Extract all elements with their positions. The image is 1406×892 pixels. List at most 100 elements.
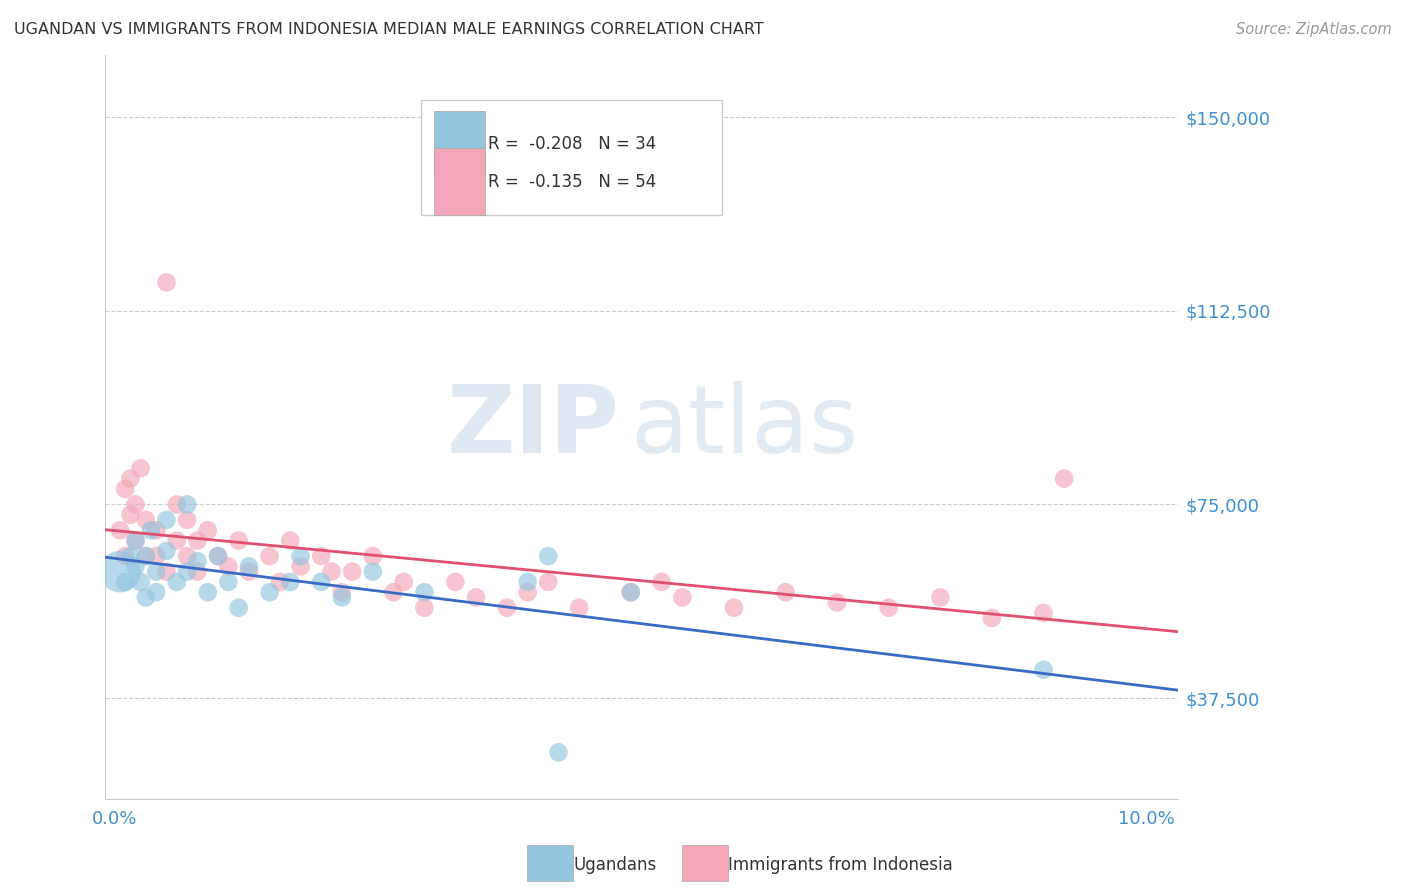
Point [413, 600, 436, 615]
Point [620, 585, 643, 599]
Point [547, 745, 569, 759]
Text: R =  -0.208   N = 34: R = -0.208 N = 34 [488, 136, 655, 153]
Point [129, 461, 152, 475]
Point [145, 565, 167, 579]
Point [330, 585, 353, 599]
Point [120, 508, 142, 522]
Point [671, 591, 693, 605]
Point [651, 574, 673, 589]
Point [124, 559, 146, 574]
Point [537, 549, 560, 563]
Point [238, 559, 260, 574]
Point [124, 533, 146, 548]
Point [176, 513, 198, 527]
Point [155, 565, 177, 579]
Point [723, 600, 745, 615]
Point [877, 600, 900, 615]
Point [135, 591, 157, 605]
Point [207, 549, 229, 563]
Point [775, 585, 797, 599]
Point [269, 574, 291, 589]
Point [290, 549, 312, 563]
Y-axis label: Median Male Earnings: Median Male Earnings [0, 336, 8, 518]
Point [1053, 472, 1076, 486]
Point [124, 498, 146, 512]
Point [980, 611, 1002, 625]
Point [217, 559, 239, 574]
Point [166, 574, 188, 589]
Point [139, 523, 162, 537]
Point [238, 565, 260, 579]
Point [465, 591, 488, 605]
Text: R =  -0.135   N = 54: R = -0.135 N = 54 [488, 172, 655, 191]
Point [516, 585, 538, 599]
Point [278, 574, 301, 589]
Point [155, 513, 177, 527]
Point [228, 533, 250, 548]
Text: UGANDAN VS IMMIGRANTS FROM INDONESIA MEDIAN MALE EARNINGS CORRELATION CHART: UGANDAN VS IMMIGRANTS FROM INDONESIA MED… [14, 22, 763, 37]
Point [186, 533, 208, 548]
Point [176, 565, 198, 579]
Point [135, 549, 157, 563]
Point [228, 600, 250, 615]
Point [108, 523, 131, 537]
Point [129, 574, 152, 589]
Point [155, 544, 177, 558]
Point [309, 574, 332, 589]
Point [186, 565, 208, 579]
Point [361, 549, 384, 563]
Point [176, 498, 198, 512]
Point [108, 565, 131, 579]
Point [120, 549, 142, 563]
Text: Immigrants from Indonesia: Immigrants from Indonesia [728, 856, 953, 874]
Point [145, 523, 167, 537]
Point [145, 585, 167, 599]
Point [330, 591, 353, 605]
Point [259, 585, 281, 599]
Point [278, 533, 301, 548]
Point [340, 565, 363, 579]
Point [124, 533, 146, 548]
Point [186, 554, 208, 568]
Point [197, 585, 219, 599]
Point [568, 600, 591, 615]
Text: Ugandans: Ugandans [574, 856, 657, 874]
Point [135, 513, 157, 527]
Point [620, 585, 643, 599]
Point [444, 574, 467, 589]
Text: atlas: atlas [630, 381, 859, 473]
Point [120, 472, 142, 486]
Point [197, 523, 219, 537]
Point [825, 596, 848, 610]
Point [217, 574, 239, 589]
FancyBboxPatch shape [434, 111, 485, 178]
Point [516, 574, 538, 589]
Point [259, 549, 281, 563]
Point [145, 549, 167, 563]
Point [290, 559, 312, 574]
Point [537, 574, 560, 589]
Point [321, 565, 343, 579]
Point [361, 565, 384, 579]
Text: Source: ZipAtlas.com: Source: ZipAtlas.com [1236, 22, 1392, 37]
Point [114, 549, 136, 563]
Point [1032, 606, 1054, 620]
Point [135, 549, 157, 563]
Point [382, 585, 405, 599]
Point [207, 549, 229, 563]
Point [929, 591, 952, 605]
Point [114, 482, 136, 496]
Text: ZIP: ZIP [447, 381, 620, 473]
FancyBboxPatch shape [422, 100, 721, 215]
Point [309, 549, 332, 563]
Point [114, 574, 136, 589]
Point [413, 585, 436, 599]
Point [166, 498, 188, 512]
Point [1032, 663, 1054, 677]
Point [392, 574, 415, 589]
Point [496, 600, 519, 615]
Point [176, 549, 198, 563]
Point [155, 276, 177, 290]
Point [166, 533, 188, 548]
FancyBboxPatch shape [434, 148, 485, 215]
